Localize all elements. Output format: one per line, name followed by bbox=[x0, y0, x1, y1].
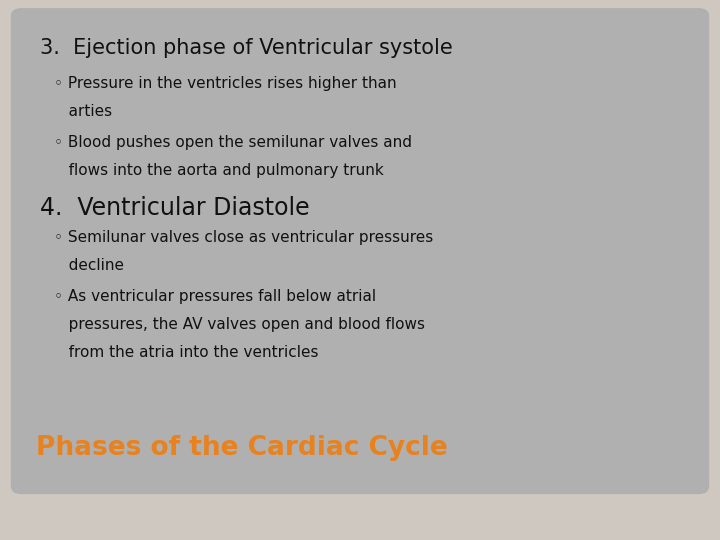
Text: 4.  Ventricular Diastole: 4. Ventricular Diastole bbox=[40, 197, 309, 220]
Text: pressures, the AV valves open and blood flows: pressures, the AV valves open and blood … bbox=[54, 318, 425, 333]
Text: Phases of the Cardiac Cycle: Phases of the Cardiac Cycle bbox=[36, 435, 448, 461]
FancyBboxPatch shape bbox=[11, 8, 709, 494]
Text: from the atria into the ventricles: from the atria into the ventricles bbox=[54, 346, 318, 361]
Text: ◦ As ventricular pressures fall below atrial: ◦ As ventricular pressures fall below at… bbox=[54, 289, 376, 305]
Text: arties: arties bbox=[54, 104, 112, 119]
Text: 3.  Ejection phase of Ventricular systole: 3. Ejection phase of Ventricular systole bbox=[40, 38, 452, 58]
Text: ◦ Blood pushes open the semilunar valves and: ◦ Blood pushes open the semilunar valves… bbox=[54, 134, 412, 150]
Text: ◦ Semilunar valves close as ventricular pressures: ◦ Semilunar valves close as ventricular … bbox=[54, 231, 433, 245]
Text: decline: decline bbox=[54, 259, 124, 273]
Text: flows into the aorta and pulmonary trunk: flows into the aorta and pulmonary trunk bbox=[54, 163, 384, 178]
Text: ◦ Pressure in the ventricles rises higher than: ◦ Pressure in the ventricles rises highe… bbox=[54, 76, 397, 91]
